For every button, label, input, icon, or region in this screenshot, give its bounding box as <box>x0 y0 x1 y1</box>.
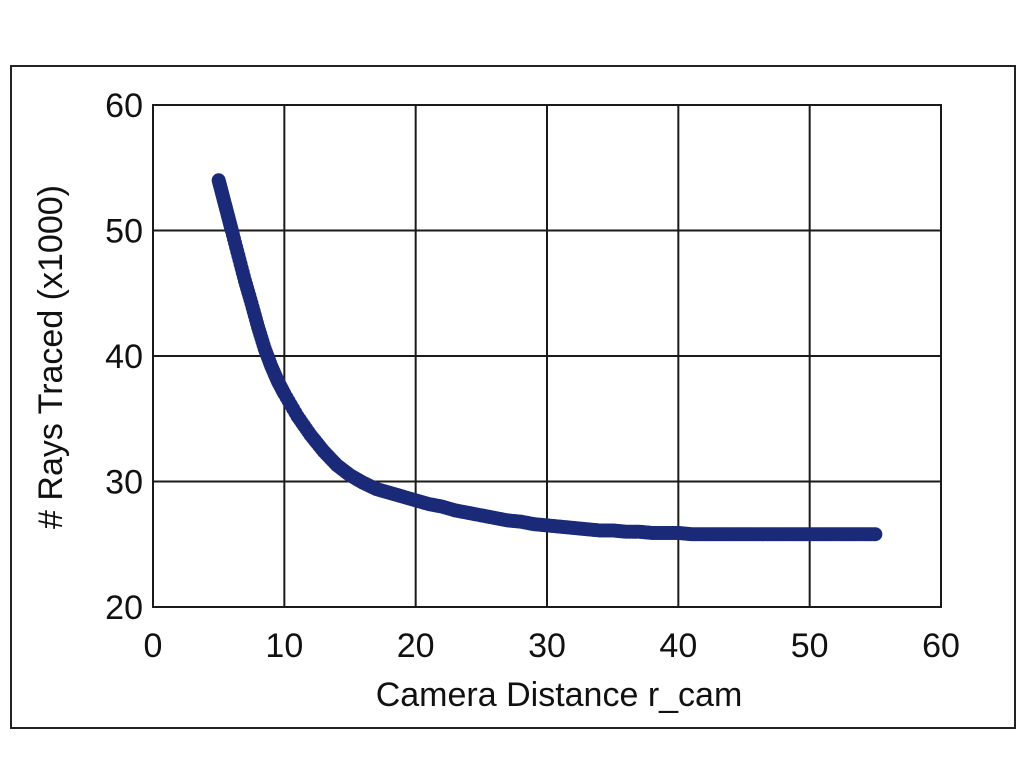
y-axis-title: # Rays Traced (x1000) <box>32 185 70 529</box>
y-tick-label: 40 <box>105 338 143 376</box>
plot-area <box>152 104 942 608</box>
x-tick-labels: 0 10 20 30 40 50 60 <box>144 627 960 665</box>
x-tick-label: 50 <box>791 627 829 665</box>
figure-frame <box>10 65 1016 729</box>
data-point <box>868 527 883 542</box>
y-tick-labels: 20 30 40 50 60 <box>105 87 143 627</box>
x-tick-label: 60 <box>922 627 960 665</box>
y-tick-label: 60 <box>105 87 143 125</box>
data-points <box>211 173 883 542</box>
x-tick-label: 40 <box>659 627 697 665</box>
x-tick-label: 20 <box>397 627 435 665</box>
x-tick-label: 0 <box>144 627 163 665</box>
y-tick-label: 30 <box>105 464 143 502</box>
y-tick-label: 20 <box>105 589 143 627</box>
x-tick-label: 30 <box>528 627 566 665</box>
x-tick-label: 10 <box>265 627 303 665</box>
y-tick-label: 50 <box>105 213 143 251</box>
x-axis-title: Camera Distance r_cam <box>376 676 743 714</box>
